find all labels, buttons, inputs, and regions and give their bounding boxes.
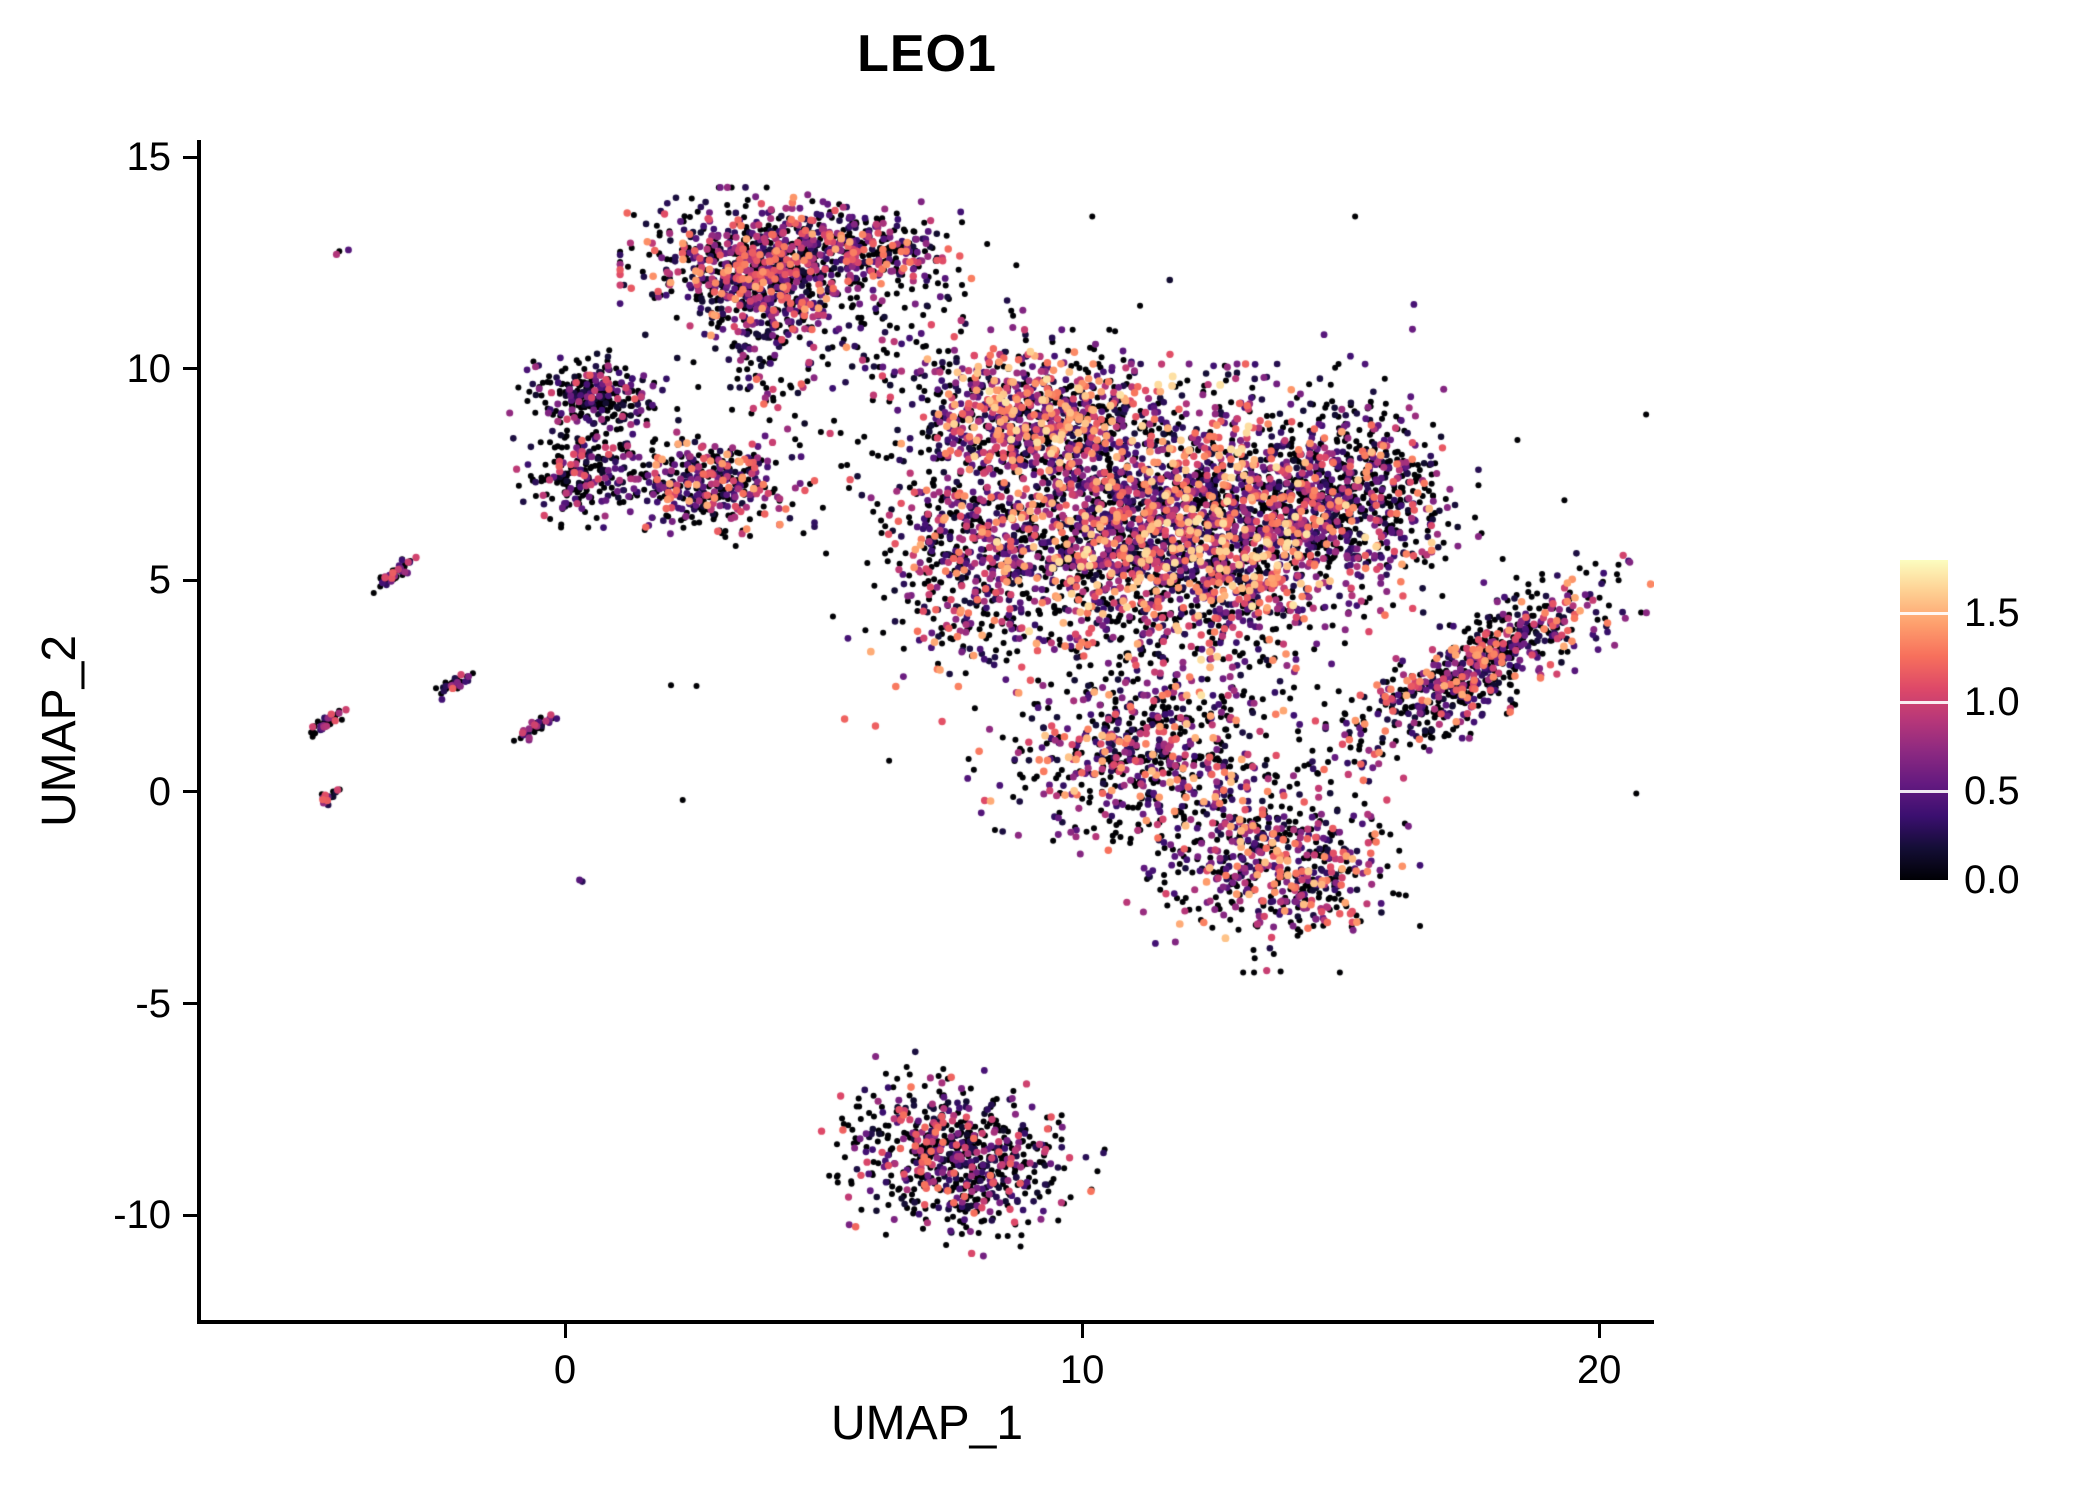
y-axis-line [197,140,201,1324]
y-tick-mark [183,367,197,371]
x-tick-mark [563,1324,567,1338]
x-tick-mark [1080,1324,1084,1338]
y-tick-label: 5 [148,558,171,603]
legend-tick-label: 0.5 [1964,769,2020,814]
x-tick-label: 20 [1576,1348,1622,1392]
y-tick-label: 0 [148,769,171,814]
legend-tick-label: 1.5 [1964,591,2020,636]
y-tick-mark [183,1213,197,1217]
y-tick-label: 15 [126,135,172,180]
plot-title: LEO1 [857,25,997,83]
colorbar-tick [1900,789,1948,793]
legend-tick-label: 1.0 [1964,680,2020,725]
y-tick-label: 10 [126,346,172,391]
y-tick-mark [183,1002,197,1006]
x-tick-mark [1597,1324,1601,1338]
y-tick-mark [183,578,197,582]
y-tick-label: -5 [135,981,171,1026]
y-tick-mark [183,155,197,159]
x-axis-title: UMAP_1 [830,1397,1024,1450]
colorbar-tick [1900,611,1948,615]
y-axis-title: UMAP_2 [33,634,86,828]
y-tick-mark [183,790,197,794]
legend-tick-label: 0.0 [1964,858,2020,902]
scatter-canvas [201,140,1654,1320]
colorbar [1900,560,1948,880]
x-axis-line [197,1320,1654,1324]
y-tick-label: -10 [113,1193,171,1238]
colorbar-tick [1900,700,1948,704]
x-tick-label: 0 [553,1348,577,1392]
x-tick-label: 10 [1059,1348,1105,1392]
